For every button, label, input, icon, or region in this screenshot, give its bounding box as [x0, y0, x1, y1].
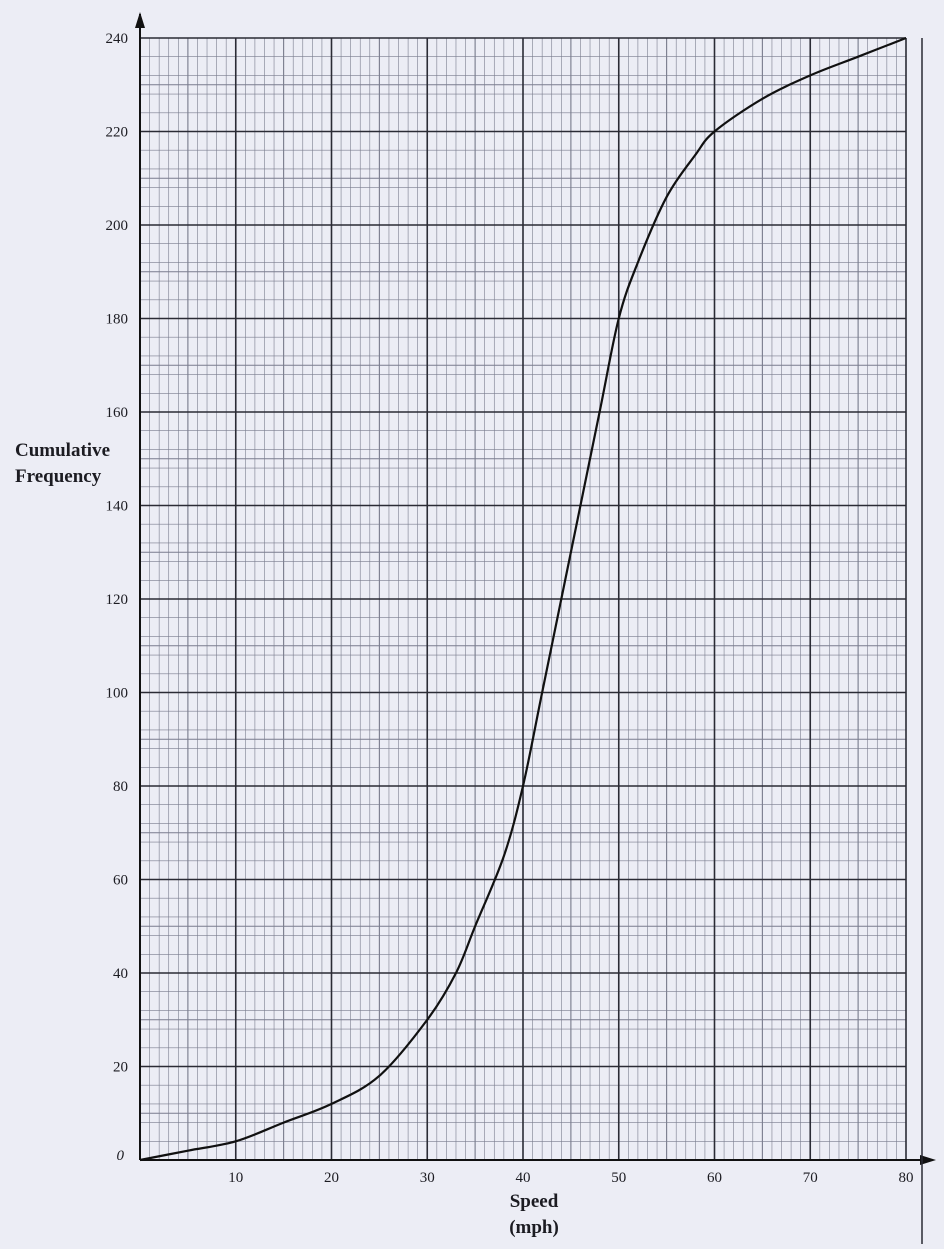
y-tick-label: 160	[106, 405, 129, 421]
x-axis-arrow	[920, 1155, 936, 1165]
y-axis-title-line2: Frequency	[15, 466, 102, 487]
y-tick-labels: 0 20 40 60 80 100 120 140 160 180 200 220 240	[106, 31, 129, 1164]
x-axis-title-line1: Speed	[510, 1191, 559, 1212]
y-tick-label: 0	[117, 1148, 125, 1164]
x-tick-labels: 10 20 30 40 50 60 70 80	[228, 1170, 913, 1186]
y-tick-label: 240	[106, 31, 129, 47]
y-tick-label: 80	[113, 779, 128, 795]
x-axis-title-line2: (mph)	[509, 1217, 559, 1238]
y-tick-label: 60	[113, 873, 128, 889]
y-tick-label: 180	[106, 312, 129, 328]
cumulative-frequency-curve	[139, 36, 907, 1162]
y-tick-label: 200	[106, 218, 129, 234]
x-tick-label: 60	[707, 1170, 722, 1186]
y-axis-title-line1: Cumulative	[15, 440, 110, 461]
y-axis-arrow	[135, 12, 145, 28]
x-tick-label: 50	[611, 1170, 626, 1186]
x-tick-label: 30	[420, 1170, 435, 1186]
x-tick-label: 20	[324, 1170, 339, 1186]
x-tick-label: 70	[803, 1170, 818, 1186]
x-tick-label: 10	[228, 1170, 243, 1186]
y-tick-label: 140	[106, 499, 129, 515]
y-tick-label: 220	[106, 125, 129, 141]
axes	[135, 12, 936, 1244]
x-tick-label: 80	[899, 1170, 914, 1186]
curve-layer	[139, 36, 907, 1162]
y-tick-label: 40	[113, 966, 128, 982]
y-tick-label: 100	[106, 686, 129, 702]
y-tick-label: 120	[106, 592, 129, 608]
x-tick-label: 40	[516, 1170, 531, 1186]
y-tick-label: 20	[113, 1060, 128, 1076]
